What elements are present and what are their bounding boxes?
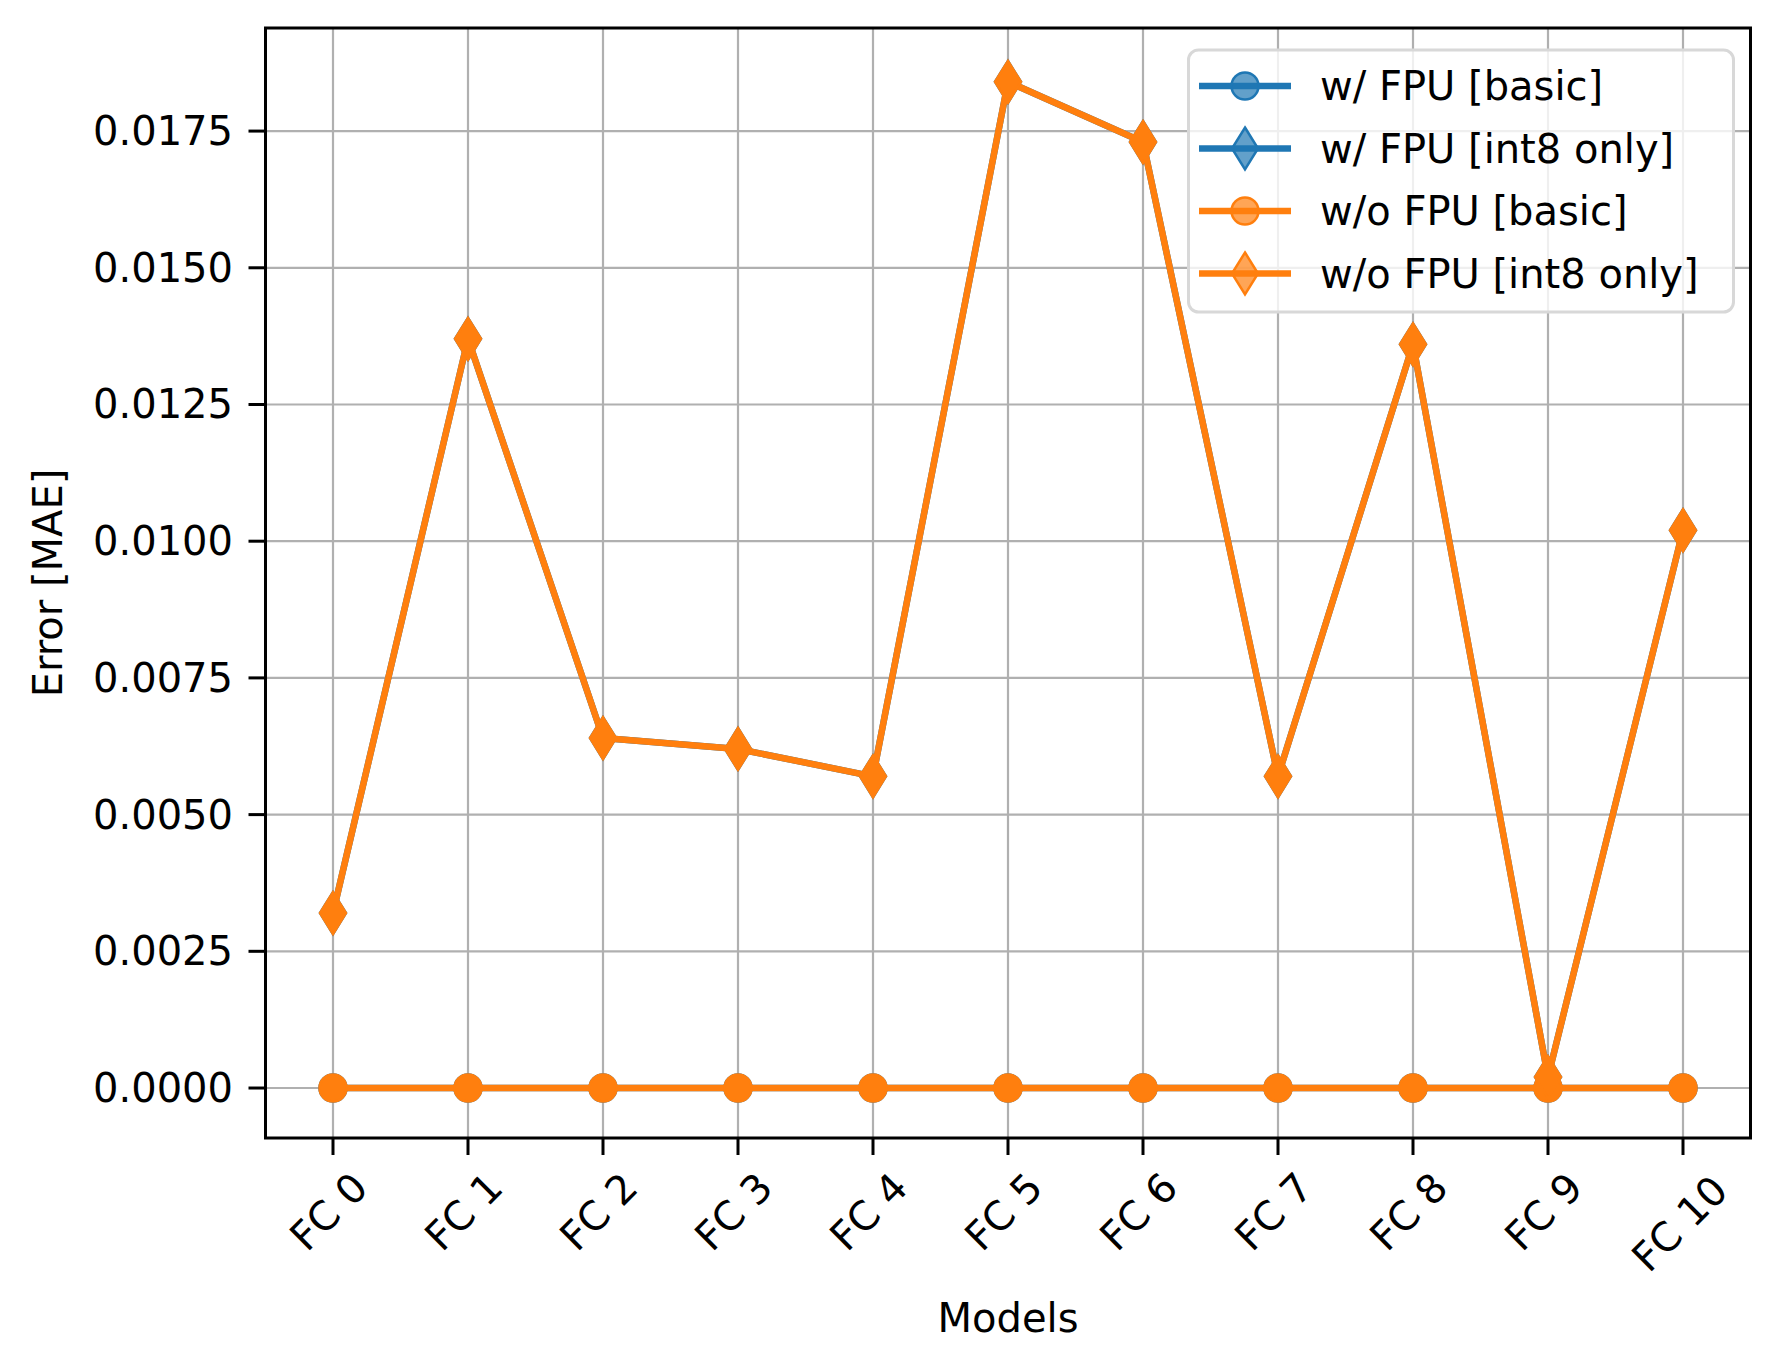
marker-3 (320, 892, 346, 934)
marker-2 (320, 1075, 347, 1102)
x-tick-label: FC 5 (956, 1164, 1052, 1260)
x-tick-label: FC 9 (1496, 1164, 1592, 1260)
marker-2 (1130, 1075, 1157, 1102)
marker-2 (725, 1075, 752, 1102)
marker-3 (860, 755, 886, 797)
x-tick-label: FC 2 (551, 1164, 647, 1260)
marker-3 (1265, 755, 1291, 797)
marker-2 (995, 1075, 1022, 1102)
x-tick-label: FC 8 (1361, 1164, 1457, 1260)
marker-3 (590, 717, 616, 759)
marker-3 (1670, 509, 1696, 551)
y-tick-label: 0.0100 (93, 518, 233, 564)
marker-3 (1400, 323, 1426, 365)
line-chart: 0.0000 0.0025 0.0050 0.0075 0.0100 0.0125 0.01… (0, 0, 1781, 1370)
legend-label: w/o FPU [int8 only] (1320, 251, 1699, 297)
y-tick-label: 0.0025 (93, 928, 233, 974)
y-tick-label: 0.0075 (93, 655, 233, 701)
legend-label: w/o FPU [basic] (1320, 188, 1628, 234)
y-tick-label: 0.0150 (93, 245, 233, 291)
y-tick-label: 0.0175 (93, 108, 233, 154)
marker-3 (455, 318, 481, 360)
x-tick-label: FC 3 (686, 1164, 782, 1260)
legend-marker (1232, 73, 1259, 100)
legend-label: w/ FPU [basic] (1320, 63, 1603, 109)
x-tick-label: FC 6 (1091, 1164, 1187, 1260)
x-tick-label: FC 10 (1623, 1167, 1737, 1281)
marker-3 (725, 728, 751, 770)
marker-2 (1265, 1075, 1292, 1102)
legend-marker (1232, 198, 1259, 225)
figure: 0.0000 0.0025 0.0050 0.0075 0.0100 0.0125 0.01… (0, 0, 1781, 1370)
marker-3 (1130, 121, 1156, 163)
legend-label: w/ FPU [int8 only] (1320, 126, 1674, 172)
x-tick-label: FC 0 (281, 1164, 377, 1260)
marker-2 (590, 1075, 617, 1102)
marker-2 (1670, 1075, 1697, 1102)
x-tick-label: FC 7 (1226, 1164, 1322, 1260)
marker-2 (860, 1075, 887, 1102)
x-axis-label: Models (938, 1295, 1079, 1341)
marker-2 (455, 1075, 482, 1102)
y-axis-label: Error [MAE] (25, 469, 71, 698)
marker-2 (1400, 1075, 1427, 1102)
y-tick-label: 0.0125 (93, 381, 233, 427)
marker-3 (995, 61, 1021, 103)
y-tick-label: 0.0050 (93, 792, 233, 838)
x-tick-label: FC 1 (416, 1164, 512, 1260)
y-tick-label: 0.0000 (93, 1065, 233, 1111)
x-tick-label: FC 4 (821, 1164, 917, 1260)
